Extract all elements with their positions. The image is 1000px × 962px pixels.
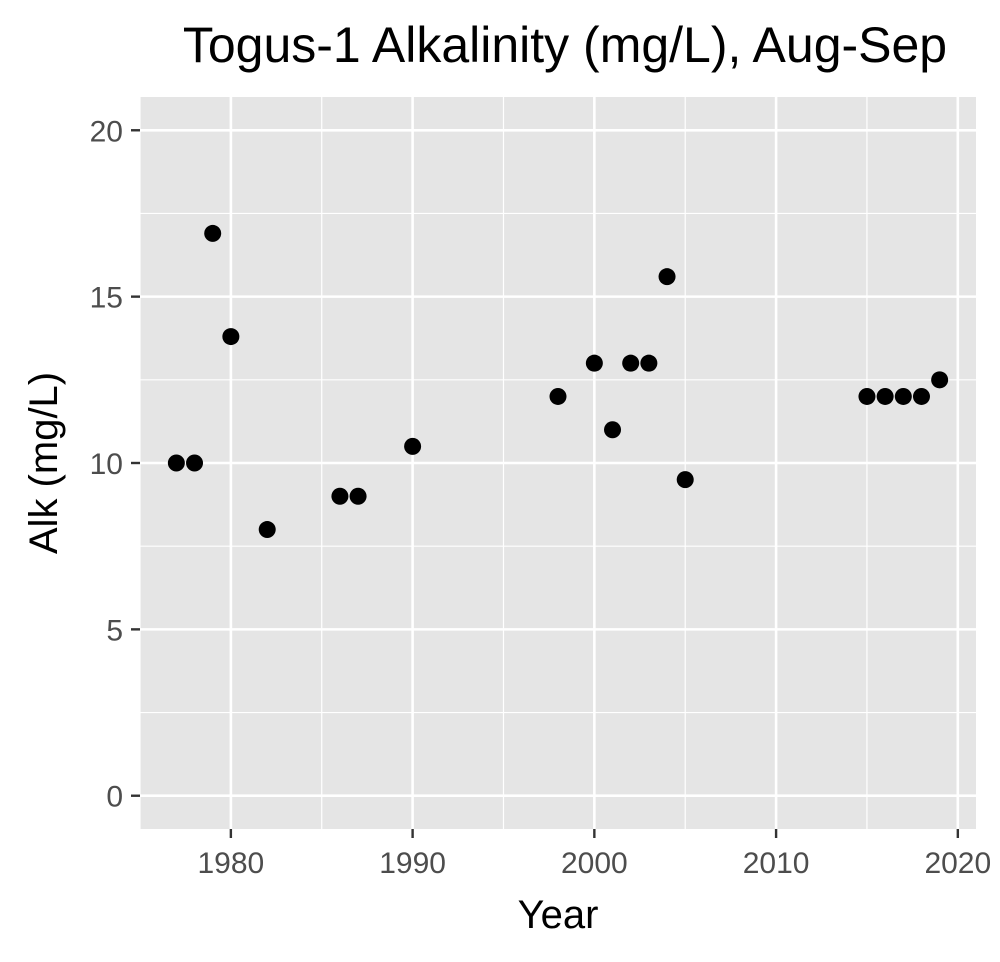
data-point — [858, 387, 876, 405]
major-gridlines — [140, 97, 976, 829]
data-point — [585, 354, 603, 372]
data-point — [331, 487, 349, 505]
data-point — [349, 487, 367, 505]
x-tick-label: 2000 — [561, 847, 628, 880]
y-tick-label: 10 — [90, 448, 123, 481]
data-point — [404, 437, 422, 455]
y-tick-label: 15 — [90, 282, 123, 315]
data-point — [676, 471, 694, 489]
x-tick-label: 1990 — [379, 847, 446, 880]
data-point — [622, 354, 640, 372]
x-tick-label: 1980 — [197, 847, 264, 880]
data-point — [931, 371, 949, 389]
data-point — [222, 328, 240, 346]
data-point — [894, 387, 912, 405]
y-tick-label: 0 — [106, 781, 123, 814]
x-tick-label: 2020 — [924, 847, 991, 880]
data-point — [204, 224, 222, 242]
data-point — [167, 454, 185, 472]
data-point — [912, 387, 930, 405]
y-axis-ticks: 0 5 10 15 20 — [90, 115, 140, 814]
data-point — [658, 268, 676, 286]
y-axis-title: Alk (mg/L) — [22, 372, 66, 554]
data-point — [604, 421, 622, 439]
data-point — [258, 521, 276, 539]
y-tick-label: 20 — [90, 115, 123, 148]
data-point — [876, 387, 894, 405]
x-tick-label: 2010 — [743, 847, 810, 880]
x-axis-ticks: 1980 1990 2000 2010 2020 — [197, 829, 991, 880]
chart-title: Togus-1 Alkalinity (mg/L), Aug-Sep — [183, 17, 947, 73]
data-point — [640, 354, 658, 372]
x-axis-title: Year — [518, 893, 599, 937]
data-point — [549, 387, 567, 405]
data-points — [167, 224, 949, 539]
data-point — [186, 454, 204, 472]
y-tick-label: 5 — [106, 614, 123, 647]
